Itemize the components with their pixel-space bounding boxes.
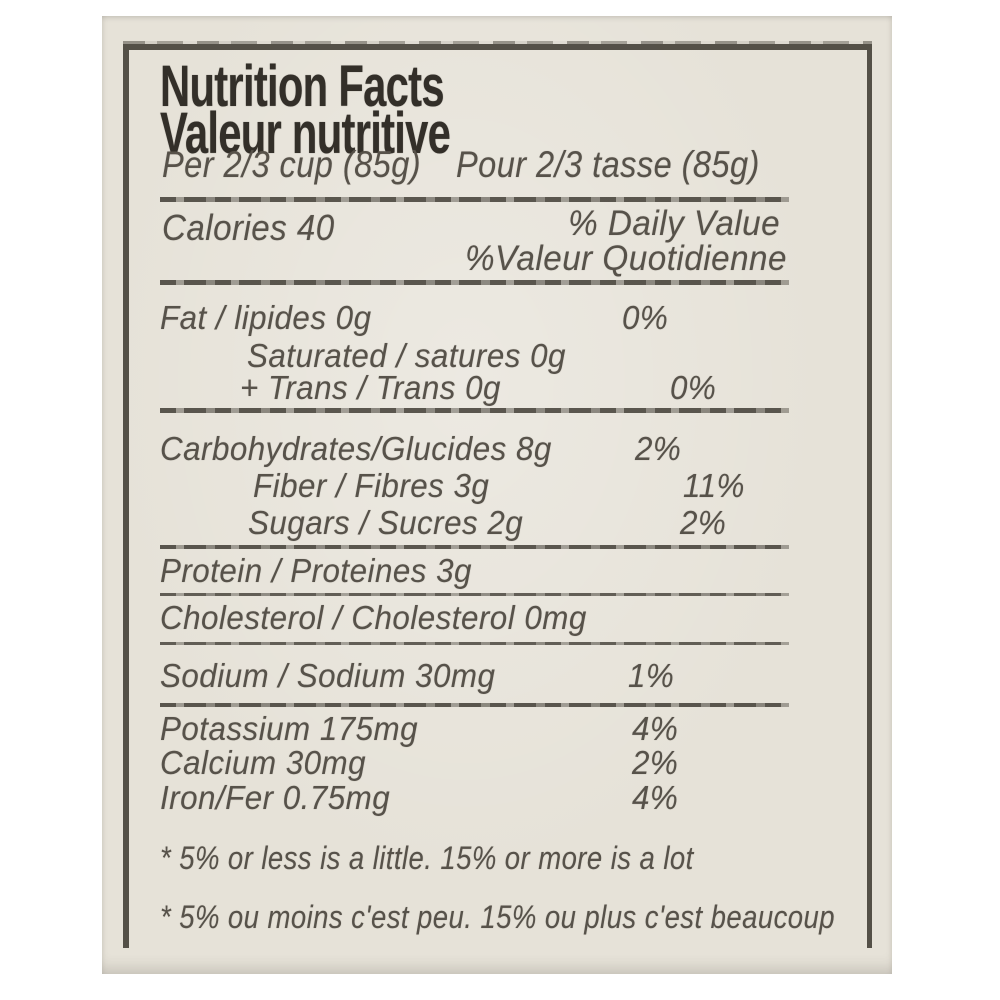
nutrient-row-fiber: Fiber / Fibres 3g 11% — [102, 469, 892, 503]
nutrient-row-sodium: Sodium / Sodium 30mg 1% — [102, 659, 892, 693]
nutrient-row-protein: Protein / Proteines 3g — [102, 554, 892, 588]
divider-cholesterol — [160, 642, 789, 645]
nutrient-daily-value: 0% — [622, 299, 669, 336]
divider-carbohydrates — [160, 545, 789, 549]
nutrient-daily-value: 2% — [680, 504, 727, 541]
nutrient-row-iron: Iron/Fer 0.75mg 4% — [102, 781, 892, 815]
nutrient-label: Sugars / Sucres 2g — [248, 504, 524, 541]
title-french: Valeur nutritive — [160, 101, 451, 166]
nutrient-row-sugars: Sugars / Sucres 2g 2% — [102, 506, 892, 540]
footnote-french: * 5% ou moins c'est peu. 15% ou plus c'e… — [160, 899, 835, 935]
nutrient-label: Fiber / Fibres 3g — [253, 467, 490, 504]
nutrition-label-photo: Nutrition Facts Valeur nutritive Per 2/3… — [102, 16, 892, 974]
nutrient-label: + Trans / Trans 0g — [240, 369, 501, 406]
nutrient-row-calcium: Calcium 30mg 2% — [102, 746, 892, 780]
divider-top — [160, 197, 789, 202]
nutrient-label: Fat / lipides 0g — [160, 299, 372, 336]
nutrient-label: Protein / Proteines 3g — [160, 552, 472, 589]
serving-size-french: Pour 2/3 tasse (85g) — [456, 144, 760, 185]
nutrient-daily-value: 4% — [632, 710, 679, 747]
nutrient-daily-value: 2% — [632, 744, 679, 781]
serving-size-english: Per 2/3 cup (85g) — [162, 144, 422, 185]
title-english: Nutrition Facts — [160, 54, 445, 119]
nutrient-row-carbohydrates: Carbohydrates/Glucides 8g 2% — [102, 432, 892, 466]
daily-value-heading-english: % Daily Value — [568, 204, 780, 243]
nutrient-daily-value: 2% — [635, 430, 682, 467]
nutrient-row-saturated: Saturated / satures 0g — [102, 339, 892, 373]
nutrient-row-potassium: Potassium 175mg 4% — [102, 712, 892, 746]
nutrient-daily-value: 1% — [628, 657, 675, 694]
nutrient-label: Iron/Fer 0.75mg — [160, 779, 391, 816]
nutrient-label: Saturated / satures 0g — [247, 337, 566, 374]
nutrient-label: Carbohydrates/Glucides 8g — [160, 430, 552, 467]
footnote-english: * 5% or less is a little. 15% or more is… — [160, 840, 694, 876]
nutrient-label: Potassium 175mg — [160, 710, 419, 747]
nutrient-daily-value: 11% — [683, 467, 745, 504]
divider-calories — [160, 280, 789, 285]
daily-value-heading-french: %Valeur Quotidienne — [464, 239, 787, 278]
nutrient-row-fat: Fat / lipides 0g 0% — [102, 301, 892, 335]
divider-fat — [160, 408, 789, 413]
nutrient-row-cholesterol: Cholesterol / Cholesterol 0mg — [102, 601, 892, 635]
divider-protein — [160, 593, 789, 596]
nutrient-label: Cholesterol / Cholesterol 0mg — [160, 599, 587, 636]
nutrient-label: Sodium / Sodium 30mg — [160, 657, 496, 694]
calories-value: Calories 40 — [162, 207, 335, 248]
nutrient-daily-value: 4% — [632, 779, 679, 816]
label-border-frame — [123, 41, 872, 948]
nutrient-label: Calcium 30mg — [160, 744, 367, 781]
divider-sodium — [160, 703, 789, 707]
nutrient-daily-value: 0% — [670, 369, 717, 406]
nutrient-row-trans: + Trans / Trans 0g 0% — [102, 371, 892, 405]
